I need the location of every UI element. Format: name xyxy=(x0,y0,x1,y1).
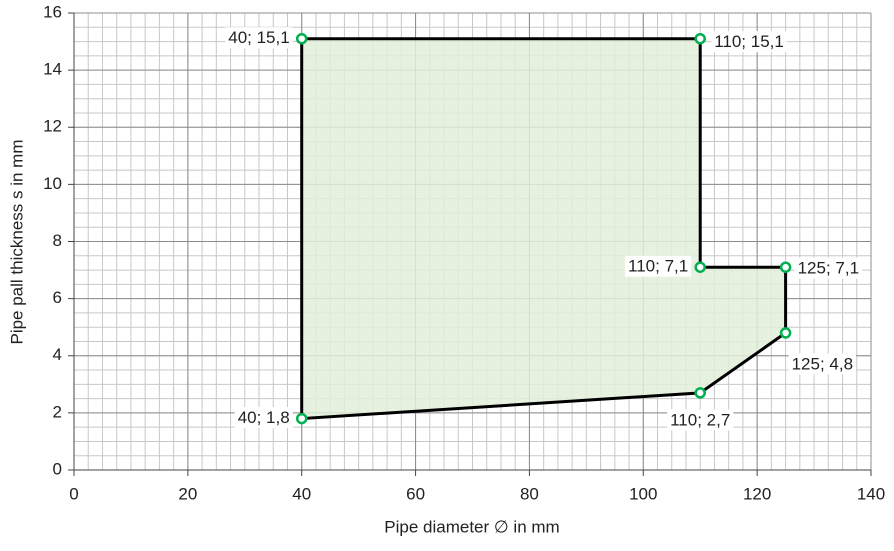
y-tick-label: 16 xyxy=(43,2,62,21)
y-tick-label: 2 xyxy=(53,402,62,421)
y-tick-label: 0 xyxy=(53,459,62,478)
data-label-group: 125; 7,1 xyxy=(794,257,863,279)
y-tick-label: 6 xyxy=(53,288,62,307)
data-label-bg xyxy=(788,353,857,375)
marker xyxy=(694,32,706,45)
data-label-bg xyxy=(234,407,293,429)
y-tick-label: 4 xyxy=(53,345,62,364)
data-label-group: 110; 7,1 xyxy=(625,255,692,277)
data-label: 110; 15,1 xyxy=(714,32,784,51)
x-axis-title: Pipe diameter ∅ in mm xyxy=(384,517,559,536)
data-label-bg xyxy=(711,31,787,53)
data-label: 125; 7,1 xyxy=(798,259,859,278)
series-shape xyxy=(300,37,788,421)
data-label-bg xyxy=(225,27,293,49)
x-tick-label: 60 xyxy=(406,484,425,503)
data-label: 125; 4,8 xyxy=(792,354,853,373)
data-label-group: 40; 15,1 xyxy=(225,27,293,49)
marker xyxy=(295,32,308,45)
data-label-bg xyxy=(667,409,734,431)
x-tick-label: 100 xyxy=(629,484,657,503)
data-label-group: 40; 1,8 xyxy=(234,407,293,429)
data-label-group: 110; 15,1 xyxy=(711,31,787,53)
y-tick-label: 12 xyxy=(43,117,62,136)
y-axis-title: Pipe pall thickness s in mm xyxy=(7,139,26,344)
y-tick-label: 10 xyxy=(43,174,62,193)
data-label: 40; 1,8 xyxy=(238,408,290,427)
marker xyxy=(694,261,706,273)
x-tick-label: 20 xyxy=(178,484,197,503)
x-tick-label: 140 xyxy=(857,484,885,503)
y-tick-label: 8 xyxy=(53,231,62,250)
marker xyxy=(694,387,706,399)
data-label-bg xyxy=(794,257,863,279)
x-tick-label: 0 xyxy=(69,484,78,503)
x-tick-label: 120 xyxy=(743,484,771,503)
marker xyxy=(779,261,792,273)
data-label: 110; 2,7 xyxy=(670,410,730,429)
data-label: 40; 15,1 xyxy=(228,28,289,47)
x-tick-label: 40 xyxy=(292,484,311,503)
data-label-group: 125; 4,8 xyxy=(788,353,857,375)
data-label-group: 110; 2,7 xyxy=(667,409,734,431)
data-label: 110; 7,1 xyxy=(628,257,688,276)
marker xyxy=(779,327,792,339)
y-tick-label: 14 xyxy=(43,60,62,79)
x-tick-label: 80 xyxy=(520,484,539,503)
data-label-bg xyxy=(625,255,692,277)
marker xyxy=(295,412,308,425)
